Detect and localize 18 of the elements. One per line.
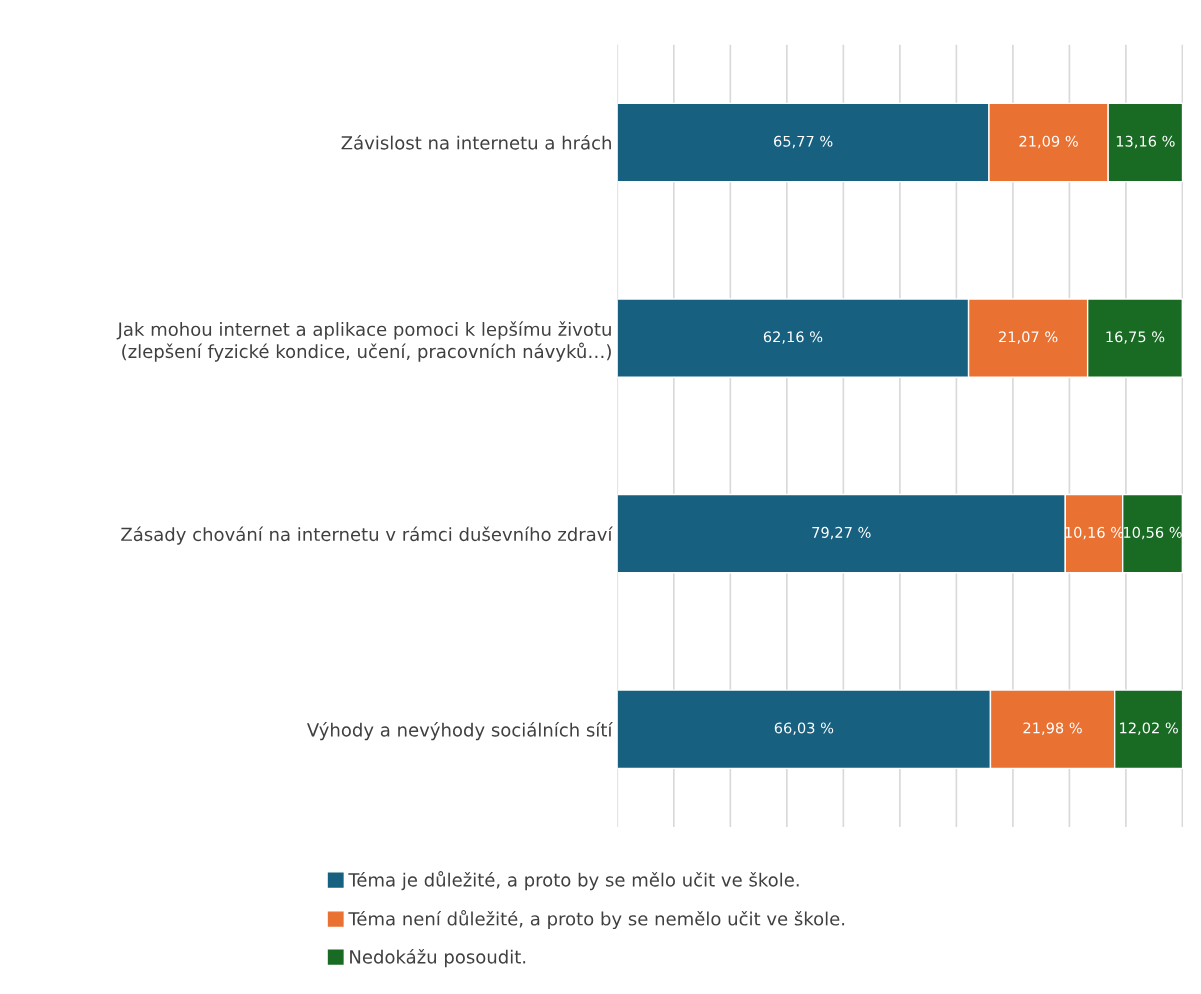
data-label: 16,75 % [1106, 331, 1165, 344]
legend-label: Téma není důležité, a proto by se nemělo učit ve škole. [348, 910, 845, 930]
y-tick-label: Výhody a nevýhody sociálních sítí [306, 722, 613, 741]
legend-label: Nedokážu posoudit. [350, 948, 526, 968]
data-label: 62,16 % [763, 331, 823, 344]
data-label: 79,27 % [812, 526, 871, 540]
data-label: 10,56 % [1124, 526, 1182, 540]
y-tick-label: Závislost na internetu a hrách [341, 134, 611, 150]
data-label: 66,03 % [774, 722, 834, 735]
data-label: 21,07 % [999, 331, 1058, 344]
data-label: 12,02 % [1120, 722, 1178, 735]
data-label: 13,16 % [1116, 135, 1175, 149]
data-label: 21,09 % [1019, 135, 1078, 149]
data-label: 65,77 % [774, 135, 833, 149]
y-tick-label: Zásady chování na internetu v rámci duševního zdraví [121, 526, 613, 545]
legend-label: Téma je důležité, a proto by se mělo učit ve škole. [348, 871, 799, 891]
y-tick-label: Jak mohou internet a aplikace pomoci k lepšímu životu (zlepšení fyzické kondice, učení, pracovních návyků…) [116, 321, 611, 362]
data-label: 21,98 % [1023, 722, 1082, 735]
